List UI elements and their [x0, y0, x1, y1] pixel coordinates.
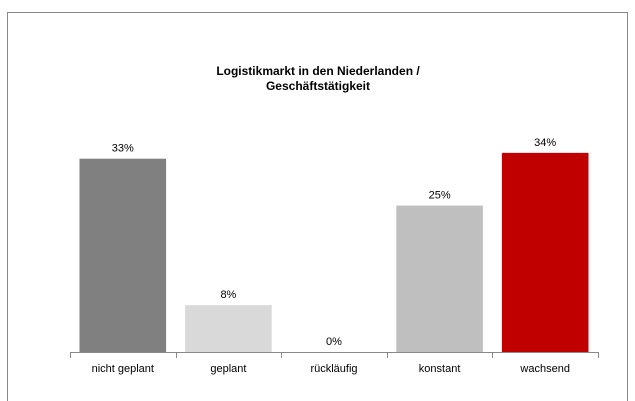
bar	[79, 158, 167, 352]
x-tick-label: wachsend	[519, 363, 570, 375]
chart-title: Logistikmarkt in den Niederlanden /	[216, 64, 420, 78]
x-tick-label: nicht geplant	[92, 363, 154, 375]
bar	[396, 205, 483, 352]
value-label: 8%	[220, 289, 236, 301]
chart-title: Geschäftstätigkeit	[266, 79, 370, 93]
bar	[501, 152, 589, 352]
value-label: 0%	[326, 336, 342, 348]
value-label: 25%	[429, 189, 451, 201]
x-tick-label: konstant	[419, 363, 461, 375]
x-tick-label: geplant	[210, 363, 246, 375]
bar	[185, 305, 272, 352]
x-tick-label: rückläufig	[310, 363, 357, 375]
value-label: 34%	[534, 137, 556, 149]
value-label: 33%	[112, 143, 134, 155]
